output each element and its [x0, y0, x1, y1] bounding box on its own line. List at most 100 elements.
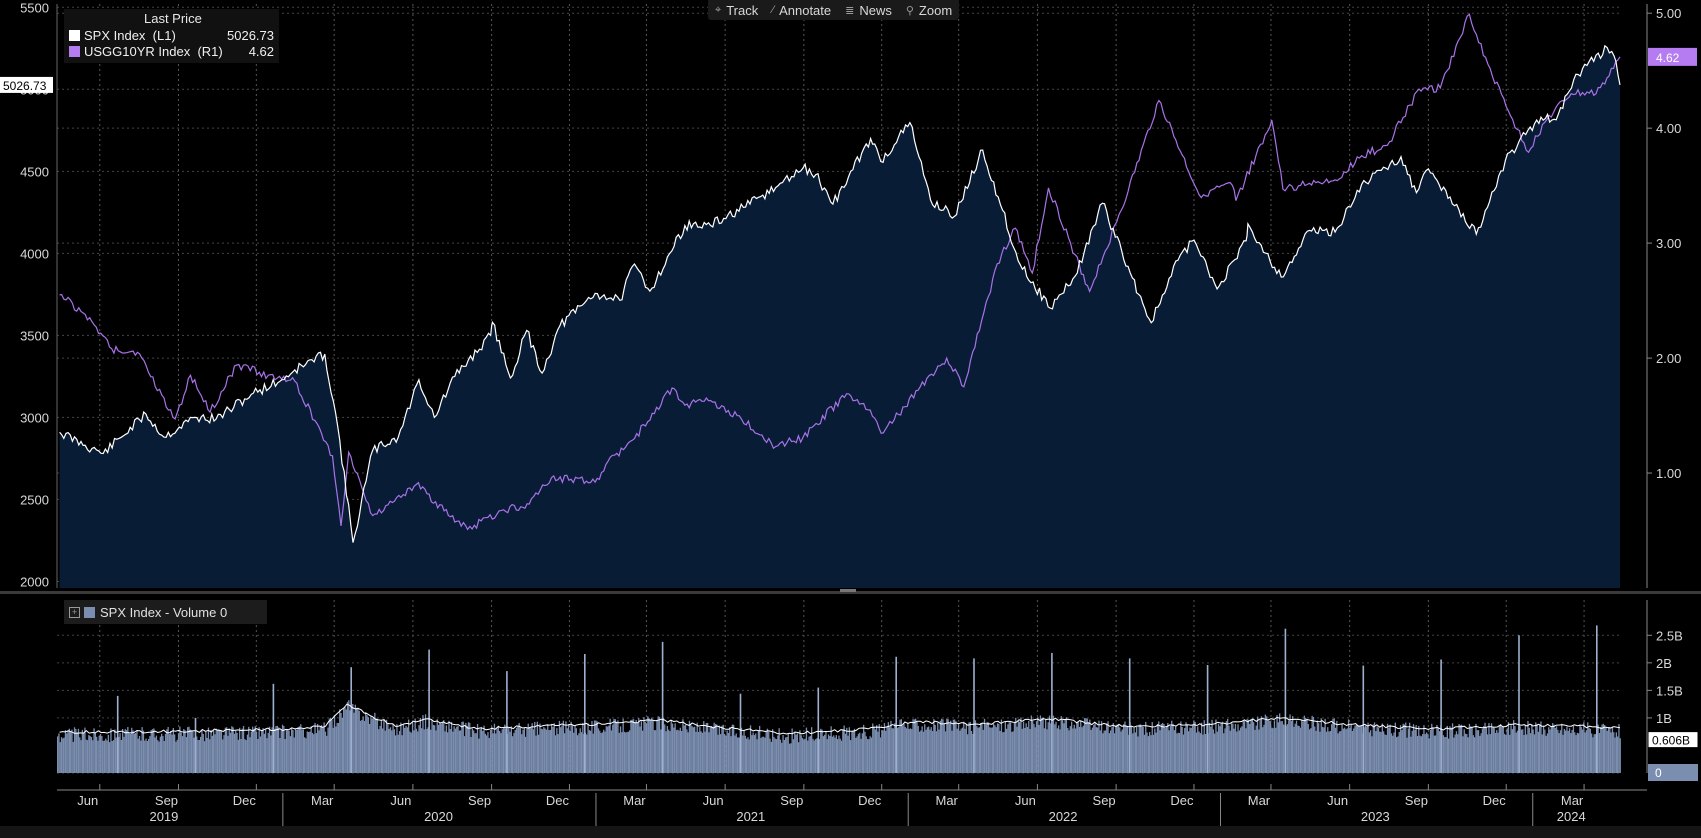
volume-bar: [1487, 734, 1489, 773]
volume-legend[interactable]: + SPX Index - Volume 0: [64, 600, 267, 624]
volume-bar: [816, 738, 818, 773]
volume-bar: [1145, 721, 1147, 773]
volume-bar: [807, 740, 809, 773]
volume-bar: [1524, 725, 1526, 773]
volume-bar: [969, 722, 971, 773]
annotate-button[interactable]: ∕ Annotate: [765, 0, 838, 20]
volume-bar: [1080, 721, 1082, 773]
volume-bar: [362, 716, 364, 773]
volume-bar: [406, 727, 408, 773]
volume-bar: [890, 720, 892, 773]
volume-bar: [1002, 732, 1004, 773]
volume-bar: [1403, 724, 1406, 773]
volume-bar: [822, 736, 824, 773]
yield-last-tag: [1648, 47, 1697, 66]
volume-bar: [445, 725, 447, 773]
volume-bar: [239, 727, 241, 773]
volume-bar: [804, 738, 806, 773]
volume-bar: [333, 715, 336, 773]
volume-bar: [1617, 736, 1619, 773]
volume-bar: [905, 728, 908, 773]
volume-bar: [372, 718, 375, 773]
volume-bar: [1210, 726, 1212, 773]
volume-bar: [1515, 732, 1517, 773]
volume-bar: [1165, 726, 1168, 773]
volume-bar: [613, 718, 615, 773]
volume-bar: [1128, 734, 1130, 773]
volume-bar: [595, 720, 597, 773]
volume-bar: [1415, 725, 1417, 773]
volume-bar: [1606, 730, 1608, 773]
legend-value-spx: 5026.73: [227, 27, 274, 43]
volume-bar: [129, 733, 132, 773]
volume-bar: [1570, 733, 1572, 773]
volume-bar: [639, 726, 641, 773]
volume-bar: [66, 733, 68, 773]
volume-bar: [450, 721, 453, 773]
volume-bar: [648, 718, 650, 773]
volume-bar: [588, 730, 590, 773]
volume-bar: [881, 730, 883, 773]
chart-toolbar: ⌖ Track ∕ Annotate ≣ News ⚲ Zoom: [708, 0, 960, 20]
volume-bar: [1182, 734, 1185, 773]
legend-row-spx[interactable]: SPX Index (L1) 5026.73: [69, 27, 274, 43]
volume-bar: [1562, 734, 1564, 773]
volume-bar: [1194, 721, 1196, 773]
volume-bar: [289, 736, 291, 773]
volume-bar: [476, 724, 479, 773]
volume-bar: [469, 722, 471, 773]
volume-bar: [566, 728, 568, 773]
news-button[interactable]: ≣ News: [838, 0, 899, 20]
volume-bar: [1345, 729, 1347, 773]
volume-bar: [1441, 730, 1443, 773]
volume-bar: [1535, 722, 1537, 773]
volume-bar: [397, 734, 399, 773]
volume-bar: [1354, 725, 1356, 773]
volume-bar: [1587, 722, 1589, 773]
volume-bar: [1247, 719, 1250, 773]
volume-bar: [1047, 722, 1049, 773]
volume-bar: [474, 733, 476, 773]
volume-bar: [944, 731, 947, 773]
volume-bar: [803, 739, 805, 773]
volume-bar: [1392, 735, 1394, 773]
volume-bar: [610, 730, 613, 773]
volume-bar: [960, 728, 962, 773]
volume-bar: [1489, 734, 1491, 773]
volume-bar: [284, 739, 286, 773]
volume-bar: [411, 722, 414, 773]
zoom-button[interactable]: ⚲ Zoom: [899, 0, 959, 20]
volume-bar: [1276, 715, 1278, 773]
volume-bar: [1514, 726, 1516, 773]
volume-bar: [176, 739, 178, 773]
volume-bar: [1074, 728, 1077, 773]
legend-row-yield[interactable]: USGG10YR Index (R1) 4.62: [69, 43, 274, 59]
volume-bar: [948, 723, 951, 773]
track-button[interactable]: ⌖ Track: [708, 0, 765, 20]
volume-bar: [430, 729, 432, 773]
volume-bar: [118, 736, 120, 773]
volume-bar: [1315, 730, 1317, 773]
volume-bar: [991, 727, 993, 773]
volume-bar: [1572, 726, 1575, 773]
volume-bar: [946, 718, 948, 773]
volume-bar: [291, 728, 293, 773]
volume-bar: [241, 728, 243, 773]
volume-bar: [751, 735, 753, 773]
volume-bar: [1435, 735, 1437, 773]
volume-bar: [655, 730, 657, 773]
volume-bar: [965, 723, 967, 773]
volume-bar: [640, 721, 642, 773]
volume-bar: [779, 739, 782, 773]
volume-bar: [643, 717, 645, 773]
volume-bar: [869, 736, 871, 773]
year-label: 2023: [1361, 809, 1390, 824]
volume-bar: [682, 719, 684, 773]
volume-bar: [925, 729, 927, 773]
expand-icon[interactable]: +: [69, 606, 80, 618]
volume-bar: [76, 732, 78, 773]
volume-bar: [435, 730, 437, 773]
volume-bar: [1385, 735, 1387, 773]
volume-bar: [1373, 722, 1376, 773]
volume-bar: [792, 739, 795, 773]
